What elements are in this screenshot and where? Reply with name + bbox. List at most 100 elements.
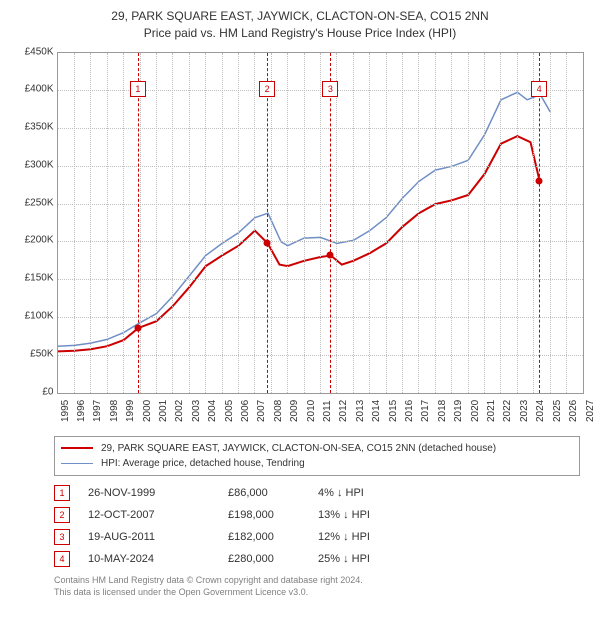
xtick-label: 2012 bbox=[338, 399, 349, 421]
xtick-label: 2011 bbox=[322, 400, 333, 422]
sale-diff: 25% ↓ HPI bbox=[318, 553, 418, 565]
ytick-label: £100K bbox=[12, 311, 54, 322]
grid-line-v bbox=[107, 53, 108, 393]
xtick-label: 2025 bbox=[552, 399, 563, 421]
sale-marker-dot bbox=[264, 239, 271, 246]
sale-marker-index: 2 bbox=[259, 81, 275, 97]
sale-marker-dot bbox=[327, 252, 334, 259]
xtick-label: 1995 bbox=[60, 399, 71, 421]
sale-price: £280,000 bbox=[228, 553, 318, 565]
xtick-label: 2026 bbox=[568, 399, 579, 421]
plot-box: 1 2 3 4 bbox=[57, 52, 584, 394]
ytick-label: £300K bbox=[12, 159, 54, 170]
sales-row: 212-OCT-2007£198,00013% ↓ HPI bbox=[54, 504, 580, 526]
xtick-label: 2019 bbox=[453, 399, 464, 421]
grid-line-v bbox=[386, 53, 387, 393]
legend-swatch bbox=[61, 447, 93, 449]
grid-line-v bbox=[287, 53, 288, 393]
grid-line-v bbox=[271, 53, 272, 393]
sale-marker-dot bbox=[134, 324, 141, 331]
grid-line-v bbox=[484, 53, 485, 393]
grid-line-v bbox=[550, 53, 551, 393]
title-address: 29, PARK SQUARE EAST, JAYWICK, CLACTON-O… bbox=[10, 8, 590, 25]
ytick-label: £50K bbox=[12, 348, 54, 359]
legend-label: 29, PARK SQUARE EAST, JAYWICK, CLACTON-O… bbox=[101, 441, 496, 456]
ytick-label: £0 bbox=[12, 386, 54, 397]
xtick-label: 2005 bbox=[224, 399, 235, 421]
xtick-label: 2018 bbox=[437, 399, 448, 421]
xtick-label: 2000 bbox=[142, 399, 153, 421]
grid-line-v bbox=[74, 53, 75, 393]
grid-line-v bbox=[222, 53, 223, 393]
grid-line-v bbox=[172, 53, 173, 393]
grid-line-v bbox=[320, 53, 321, 393]
grid-line-v bbox=[468, 53, 469, 393]
xtick-label: 2001 bbox=[158, 399, 169, 421]
sales-table: 126-NOV-1999£86,0004% ↓ HPI212-OCT-2007£… bbox=[54, 482, 580, 570]
grid-line-v bbox=[517, 53, 518, 393]
sale-index-box: 2 bbox=[54, 507, 70, 523]
grid-line-v bbox=[90, 53, 91, 393]
xtick-label: 2004 bbox=[207, 399, 218, 421]
xtick-label: 1997 bbox=[92, 399, 103, 421]
sale-price: £86,000 bbox=[228, 487, 318, 499]
xtick-label: 1999 bbox=[125, 399, 136, 421]
xtick-label: 2003 bbox=[191, 399, 202, 421]
xtick-label: 2013 bbox=[355, 399, 366, 421]
legend: 29, PARK SQUARE EAST, JAYWICK, CLACTON-O… bbox=[54, 436, 580, 476]
legend-label: HPI: Average price, detached house, Tend… bbox=[101, 456, 305, 471]
grid-line-v bbox=[435, 53, 436, 393]
ytick-label: £250K bbox=[12, 197, 54, 208]
sale-index-box: 3 bbox=[54, 529, 70, 545]
grid-line-v bbox=[500, 53, 501, 393]
title-subtitle: Price paid vs. HM Land Registry's House … bbox=[10, 25, 590, 42]
sale-price: £182,000 bbox=[228, 531, 318, 543]
grid-line-v bbox=[304, 53, 305, 393]
xtick-label: 2007 bbox=[256, 399, 267, 421]
grid-line-v bbox=[336, 53, 337, 393]
grid-line-v bbox=[156, 53, 157, 393]
xtick-label: 1998 bbox=[109, 399, 120, 421]
sale-marker-index: 1 bbox=[130, 81, 146, 97]
sale-marker-line bbox=[330, 53, 331, 393]
ytick-label: £350K bbox=[12, 122, 54, 133]
xtick-label: 2010 bbox=[306, 399, 317, 421]
xtick-label: 2014 bbox=[371, 399, 382, 421]
sale-diff: 12% ↓ HPI bbox=[318, 531, 418, 543]
sale-marker-line bbox=[138, 53, 139, 393]
grid-line-v bbox=[254, 53, 255, 393]
ytick-label: £450K bbox=[12, 46, 54, 57]
xtick-label: 2009 bbox=[289, 399, 300, 421]
xtick-label: 2016 bbox=[404, 399, 415, 421]
grid-line-v bbox=[353, 53, 354, 393]
grid-line-v bbox=[402, 53, 403, 393]
sale-date: 19-AUG-2011 bbox=[88, 531, 228, 543]
grid-line-v bbox=[533, 53, 534, 393]
ytick-label: £150K bbox=[12, 273, 54, 284]
sale-date: 26-NOV-1999 bbox=[88, 487, 228, 499]
grid-line-v bbox=[140, 53, 141, 393]
xtick-label: 2020 bbox=[470, 399, 481, 421]
sale-marker-line bbox=[539, 53, 540, 393]
ytick-label: £400K bbox=[12, 84, 54, 95]
legend-row: HPI: Average price, detached house, Tend… bbox=[61, 456, 573, 471]
grid-line-v bbox=[205, 53, 206, 393]
grid-line-v bbox=[189, 53, 190, 393]
sale-index-box: 4 bbox=[54, 551, 70, 567]
sale-marker-index: 4 bbox=[531, 81, 547, 97]
chart-container: 29, PARK SQUARE EAST, JAYWICK, CLACTON-O… bbox=[0, 0, 600, 608]
xtick-label: 2027 bbox=[585, 399, 596, 421]
xtick-label: 2017 bbox=[420, 399, 431, 421]
sale-marker-index: 3 bbox=[322, 81, 338, 97]
grid-line-v bbox=[238, 53, 239, 393]
sale-diff: 13% ↓ HPI bbox=[318, 509, 418, 521]
sale-diff: 4% ↓ HPI bbox=[318, 487, 418, 499]
grid-line-v bbox=[369, 53, 370, 393]
title-block: 29, PARK SQUARE EAST, JAYWICK, CLACTON-O… bbox=[10, 8, 590, 42]
xtick-label: 1996 bbox=[76, 399, 87, 421]
sale-date: 10-MAY-2024 bbox=[88, 553, 228, 565]
xtick-label: 2002 bbox=[174, 399, 185, 421]
grid-line-v bbox=[123, 53, 124, 393]
sale-date: 12-OCT-2007 bbox=[88, 509, 228, 521]
sale-marker-line bbox=[267, 53, 268, 393]
